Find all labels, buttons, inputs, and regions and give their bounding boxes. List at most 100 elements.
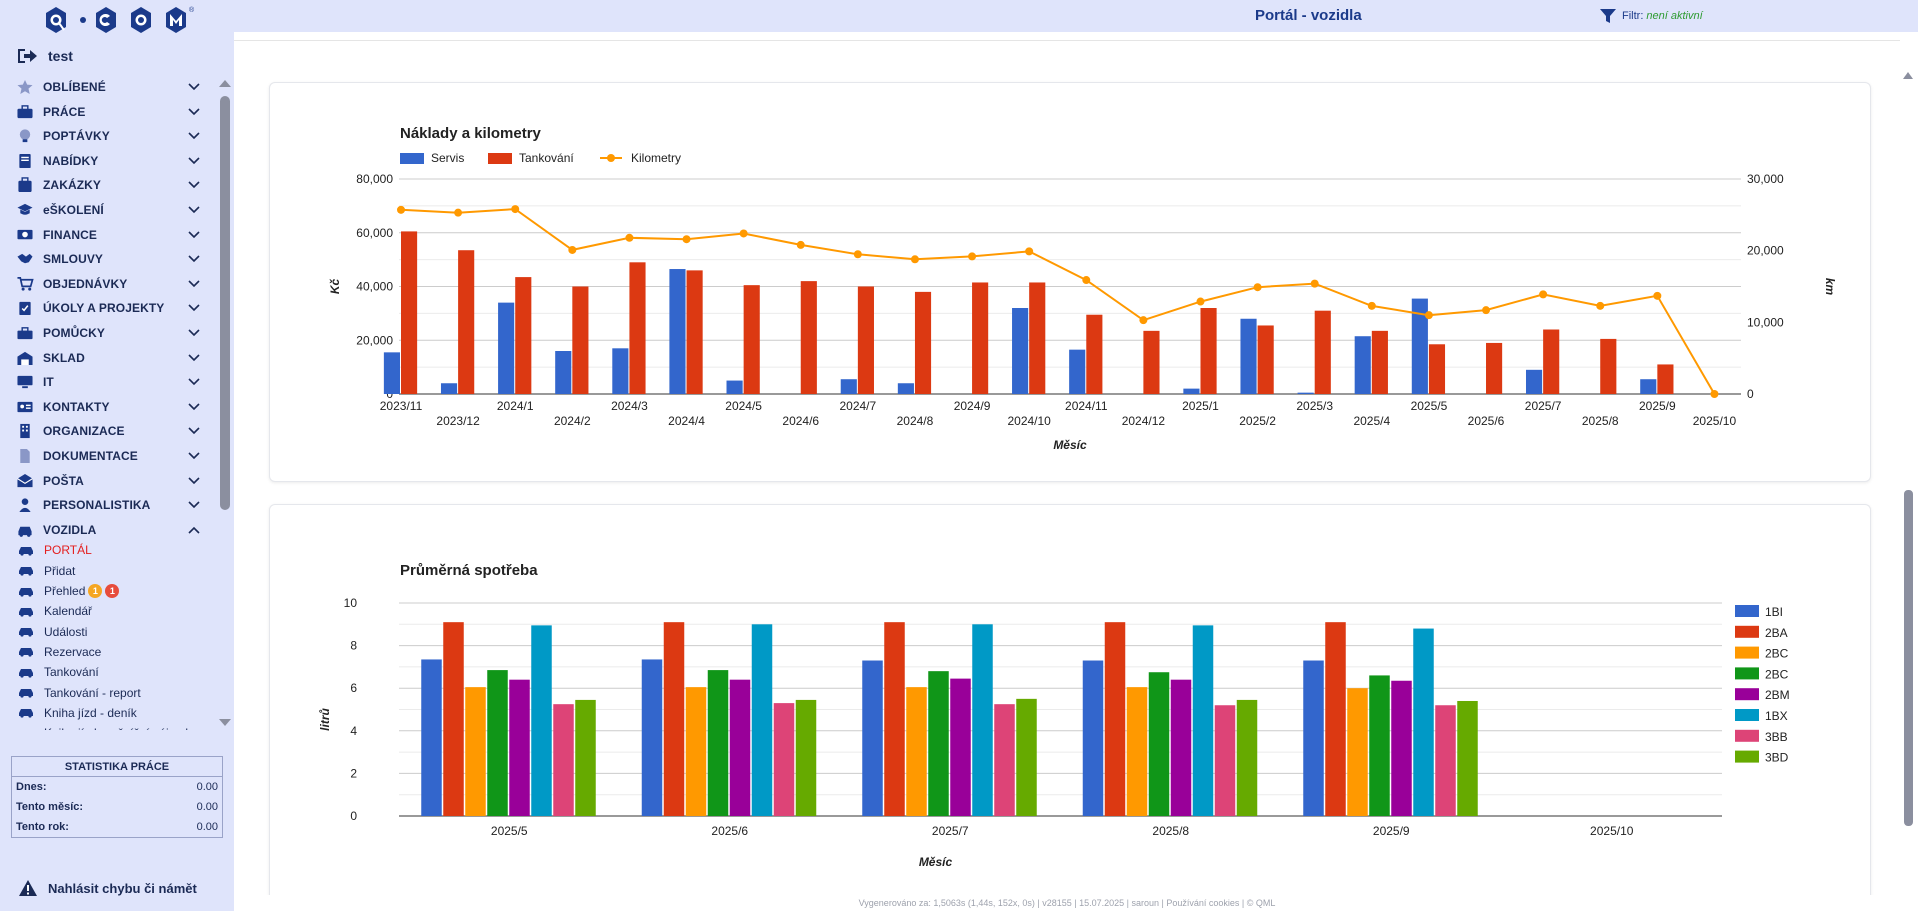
point-kilometry (625, 233, 634, 242)
bar-2bm (509, 679, 530, 816)
sidebar-scroll-up-icon[interactable] (218, 78, 232, 88)
user-logout-link[interactable]: test (16, 46, 73, 66)
x-tick-label: 2025/8 (1582, 414, 1619, 428)
bar-servis (1525, 369, 1543, 394)
menu-item-label: OBLÍBENÉ (43, 80, 106, 94)
bar-2bc (928, 671, 949, 816)
menu-item-nab-dky[interactable]: NABÍDKY (0, 149, 216, 173)
lightbulb-icon (19, 129, 31, 143)
menu-item-sklad[interactable]: SKLAD (0, 346, 216, 370)
vozidla-subitem-label: Tankování - report (44, 686, 141, 700)
menu-item-finance[interactable]: FINANCE (0, 223, 216, 247)
report-bug-link[interactable]: Nahlásit chybu či námět (18, 876, 197, 900)
bar-2ba (884, 622, 905, 816)
vozidla-subitem[interactable]: Rezervace (0, 642, 216, 662)
menu-item-popt-vky[interactable]: POPTÁVKY (0, 124, 216, 148)
y-tick-label: 10 (344, 596, 358, 610)
subitem-text: Přehled (44, 583, 86, 598)
menu-item-obl-ben-[interactable]: OBLÍBENÉ (0, 75, 216, 99)
menu-item-it[interactable]: IT (0, 370, 216, 394)
stats-row-today: Dnes: 0.00 (12, 777, 222, 797)
menu-item-po-ta[interactable]: POŠTA (0, 469, 216, 493)
sidebar: ® test OBLÍBENÉ PRÁCE POPTÁVKY NABÍDKY ZAKÁZ… (0, 0, 234, 911)
bar-2bm (950, 678, 971, 816)
x-tick-label: 2024/9 (954, 399, 991, 413)
vozidla-subitem[interactable]: Kalendář (0, 601, 216, 621)
menu-item-label: VOZIDLA (43, 522, 97, 537)
bar-3bb (773, 703, 795, 816)
filter-status[interactable]: Filtr: není aktivní (1600, 8, 1703, 24)
bar-servis (1183, 388, 1200, 394)
legend-label: 1BI (1765, 605, 1783, 619)
suitcase-icon (18, 177, 32, 193)
menu-item-kontakty[interactable]: KONTAKTY (0, 395, 216, 419)
vozidla-subitem[interactable]: Kniha jízd - deník (0, 703, 216, 723)
y-axis-title: Kč (328, 279, 342, 295)
menu-item--koly-a-projekty[interactable]: ÚKOLY A PROJEKTY (0, 296, 216, 320)
subitem-text: Kalendář (44, 604, 93, 619)
sidebar-scroll-down-icon[interactable] (218, 718, 232, 728)
chevron-up-icon (188, 526, 200, 534)
stats-label: Dnes: (16, 781, 47, 793)
warehouse-icon (17, 351, 33, 365)
x-tick-label: 2025/7 (1525, 399, 1562, 413)
bar-2bc (487, 670, 508, 816)
x-tick-label: 2024/1 (497, 399, 534, 413)
bar-3bd (795, 699, 817, 816)
point-kilometry (1482, 306, 1491, 315)
menu-item-vozidla[interactable]: VOZIDLA (0, 518, 216, 542)
chevron-down-icon (188, 157, 200, 164)
chevron-down-icon (188, 181, 200, 189)
bar-2bc (1369, 675, 1390, 816)
bar-servis (440, 383, 458, 394)
vozidla-subitem[interactable]: Přidat (0, 561, 216, 581)
bar-tankování (1143, 330, 1160, 394)
menu-item-pr-ce[interactable]: PRÁCE (0, 100, 216, 124)
menu-item-e-kolen-[interactable]: eŠKOLENÍ (0, 198, 216, 222)
point-kilometry (739, 229, 748, 238)
legend-label: 2BA (1765, 626, 1788, 640)
menu-item-zak-zky[interactable]: ZAKÁZKY (0, 173, 216, 197)
menu-item-organizace[interactable]: ORGANIZACE (0, 419, 216, 443)
point-kilometry (796, 240, 805, 249)
vozidla-subitem[interactable]: PORTÁL (0, 540, 216, 560)
bar-2ba (1104, 622, 1126, 816)
legend-swatch (1735, 646, 1759, 659)
legend-swatch (1735, 709, 1759, 721)
menu-item-objedn-vky[interactable]: OBJEDNÁVKY (0, 272, 216, 296)
bar-1bi (1082, 660, 1104, 816)
vozidla-subitem[interactable]: Přehled 1 1 (0, 581, 216, 601)
building-icon (20, 424, 30, 439)
chevron-down-icon (188, 231, 200, 238)
chevron-down-icon (188, 477, 200, 484)
car-icon (19, 668, 33, 678)
legend-swatch (1735, 625, 1759, 638)
menu-item-dokumentace[interactable]: DOKUMENTACE (0, 444, 216, 468)
menu-item-pom-cky[interactable]: POMŮCKY (0, 321, 216, 345)
bar-3bb (553, 704, 574, 816)
chevron-down-icon (188, 378, 200, 386)
bar-tankování (686, 270, 703, 394)
main-scrollbar[interactable] (1904, 490, 1913, 826)
y-tick-label: 80,000 (356, 172, 393, 186)
main-scroll-up-icon[interactable] (1902, 70, 1914, 80)
vozidla-subitem[interactable]: Tankování - report (0, 683, 216, 703)
warning-icon (19, 880, 37, 896)
file-icon (20, 448, 30, 464)
vozidla-subitem[interactable]: Události (0, 622, 216, 642)
bar-1bi (421, 659, 442, 816)
vozidla-subitem[interactable]: Kniha jízd - měsíční nájezdy (0, 723, 216, 730)
qcom-logo[interactable]: ® (38, 3, 198, 37)
vozidla-subitem[interactable]: Tankování (0, 662, 216, 682)
vozidla-subitem-label: Kniha jízd - deník (44, 706, 137, 720)
monitor-icon (17, 376, 33, 389)
bar-3bb (1435, 705, 1456, 816)
chart-title: Průměrná spotřeba (400, 562, 538, 579)
subitem-text: Rezervace (44, 644, 102, 659)
menu-item-smlouvy[interactable]: SMLOUVY (0, 247, 216, 271)
sidebar-scrollbar[interactable] (220, 96, 230, 510)
bar-1bx (1192, 625, 1214, 816)
menu-item-personalistika[interactable]: PERSONALISTIKA (0, 493, 216, 517)
bar-1bi (641, 659, 663, 816)
point-kilometry (1710, 390, 1719, 398)
